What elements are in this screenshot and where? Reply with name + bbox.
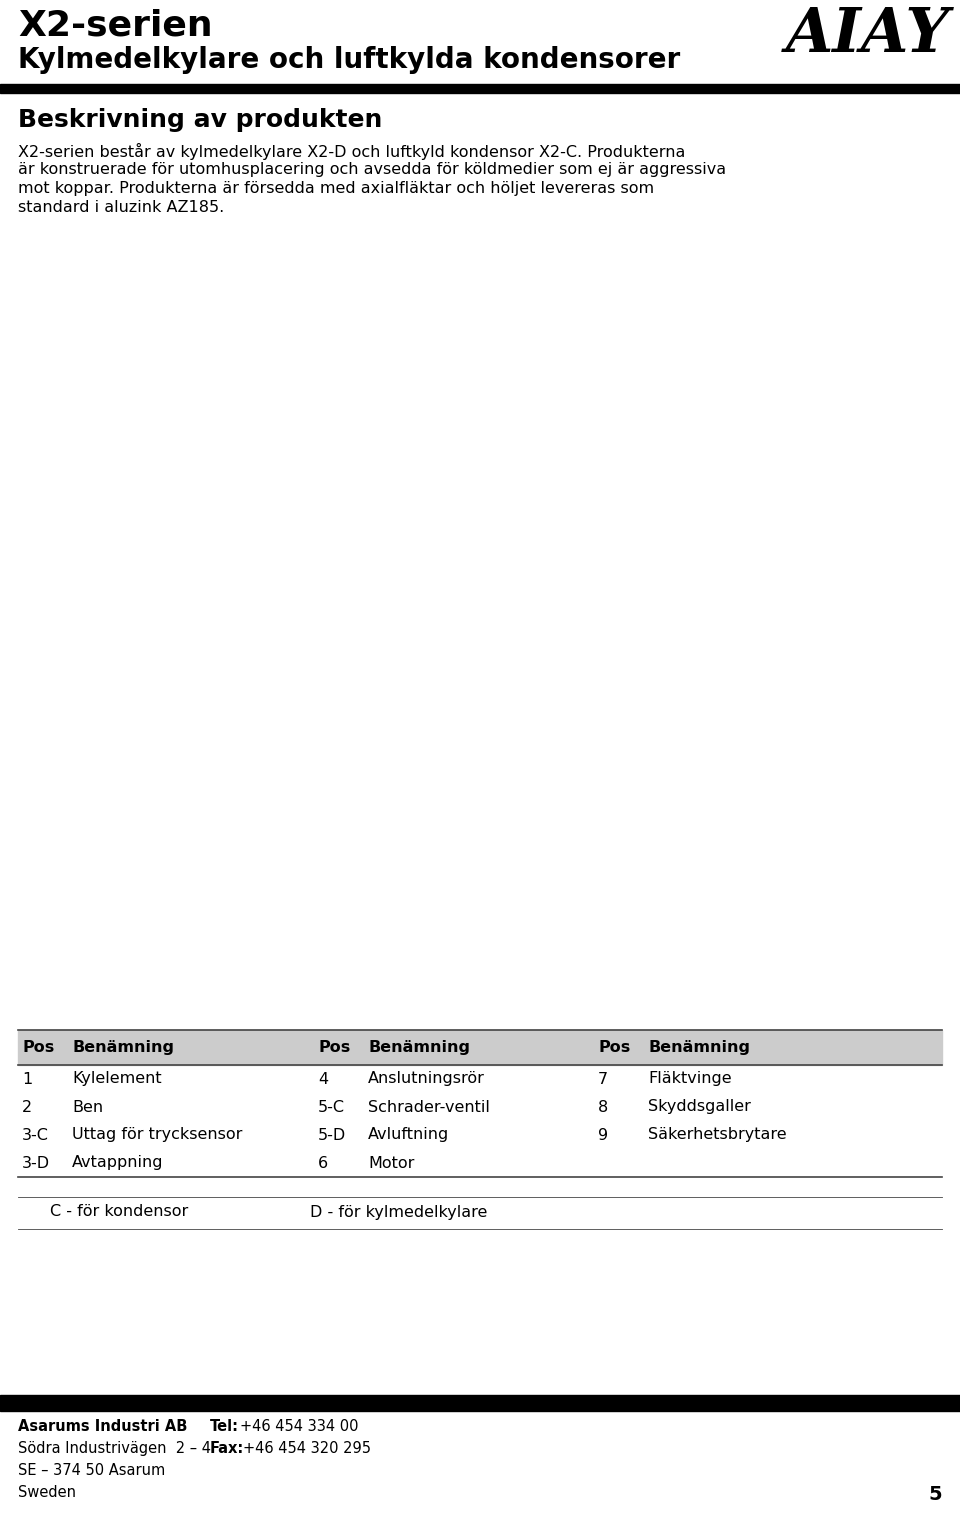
Text: 5-D: 5-D xyxy=(318,1128,347,1143)
Bar xyxy=(0,239,960,960)
Text: +46 454 320 295: +46 454 320 295 xyxy=(243,1442,371,1455)
Text: 3-D: 3-D xyxy=(22,1155,50,1170)
Text: Sweden: Sweden xyxy=(18,1484,76,1500)
Text: 2: 2 xyxy=(22,1099,32,1114)
Text: Benämning: Benämning xyxy=(72,1039,174,1055)
Text: Pos: Pos xyxy=(22,1039,55,1055)
Text: 3-C: 3-C xyxy=(22,1128,49,1143)
Text: Beskrivning av produkten: Beskrivning av produkten xyxy=(18,108,382,133)
Bar xyxy=(0,1394,960,1411)
Text: Södra Industrivägen  2 – 4: Södra Industrivägen 2 – 4 xyxy=(18,1442,211,1455)
Text: Avtappning: Avtappning xyxy=(72,1155,163,1170)
Text: 5-C: 5-C xyxy=(318,1099,345,1114)
Text: Säkerhetsbrytare: Säkerhetsbrytare xyxy=(648,1128,786,1143)
Text: C - för kondensor: C - för kondensor xyxy=(50,1204,188,1219)
Text: Skyddsgaller: Skyddsgaller xyxy=(648,1099,751,1114)
Text: mot koppar. Produkterna är försedda med axialfläktar och höljet levereras som: mot koppar. Produkterna är försedda med … xyxy=(18,181,654,197)
Bar xyxy=(18,1030,942,1065)
Text: Ben: Ben xyxy=(72,1099,103,1114)
Text: 5: 5 xyxy=(928,1484,942,1504)
Text: Avluftning: Avluftning xyxy=(368,1128,449,1143)
Text: X2-serien består av kylmedelkylare X2-D och luftkyld kondensor X2-C. Produkterna: X2-serien består av kylmedelkylare X2-D … xyxy=(18,143,685,160)
Text: standard i aluzink AZ185.: standard i aluzink AZ185. xyxy=(18,200,225,215)
Text: 6: 6 xyxy=(318,1155,328,1170)
Text: X2-serien: X2-serien xyxy=(18,8,212,43)
Text: Motor: Motor xyxy=(368,1155,415,1170)
Text: Benämning: Benämning xyxy=(648,1039,750,1055)
Text: +46 454 334 00: +46 454 334 00 xyxy=(240,1419,358,1434)
Bar xyxy=(0,84,960,93)
Text: AIAY: AIAY xyxy=(786,5,950,66)
Text: Pos: Pos xyxy=(598,1039,631,1055)
Text: 1: 1 xyxy=(22,1071,33,1087)
Text: Schrader-ventil: Schrader-ventil xyxy=(368,1099,490,1114)
Text: Pos: Pos xyxy=(318,1039,350,1055)
Text: Anslutningsrör: Anslutningsrör xyxy=(368,1071,485,1087)
Text: 4: 4 xyxy=(318,1071,328,1087)
Text: 7: 7 xyxy=(598,1071,608,1087)
Text: Benämning: Benämning xyxy=(368,1039,470,1055)
Text: Uttag för trycksensor: Uttag för trycksensor xyxy=(72,1128,242,1143)
Text: Kylmedelkylare och luftkylda kondensorer: Kylmedelkylare och luftkylda kondensorer xyxy=(18,46,681,75)
Text: är konstruerade för utomhusplacering och avsedda för köldmedier som ej är aggres: är konstruerade för utomhusplacering och… xyxy=(18,162,726,177)
Text: Kylelement: Kylelement xyxy=(72,1071,161,1087)
Text: 8: 8 xyxy=(598,1099,609,1114)
Text: SE – 374 50 Asarum: SE – 374 50 Asarum xyxy=(18,1463,165,1478)
Text: Tel:: Tel: xyxy=(210,1419,239,1434)
Text: D - för kylmedelkylare: D - för kylmedelkylare xyxy=(310,1204,488,1219)
Text: Asarums Industri AB: Asarums Industri AB xyxy=(18,1419,187,1434)
Text: 9: 9 xyxy=(598,1128,608,1143)
Text: Fläktvinge: Fläktvinge xyxy=(648,1071,732,1087)
Text: Fax:: Fax: xyxy=(210,1442,244,1455)
